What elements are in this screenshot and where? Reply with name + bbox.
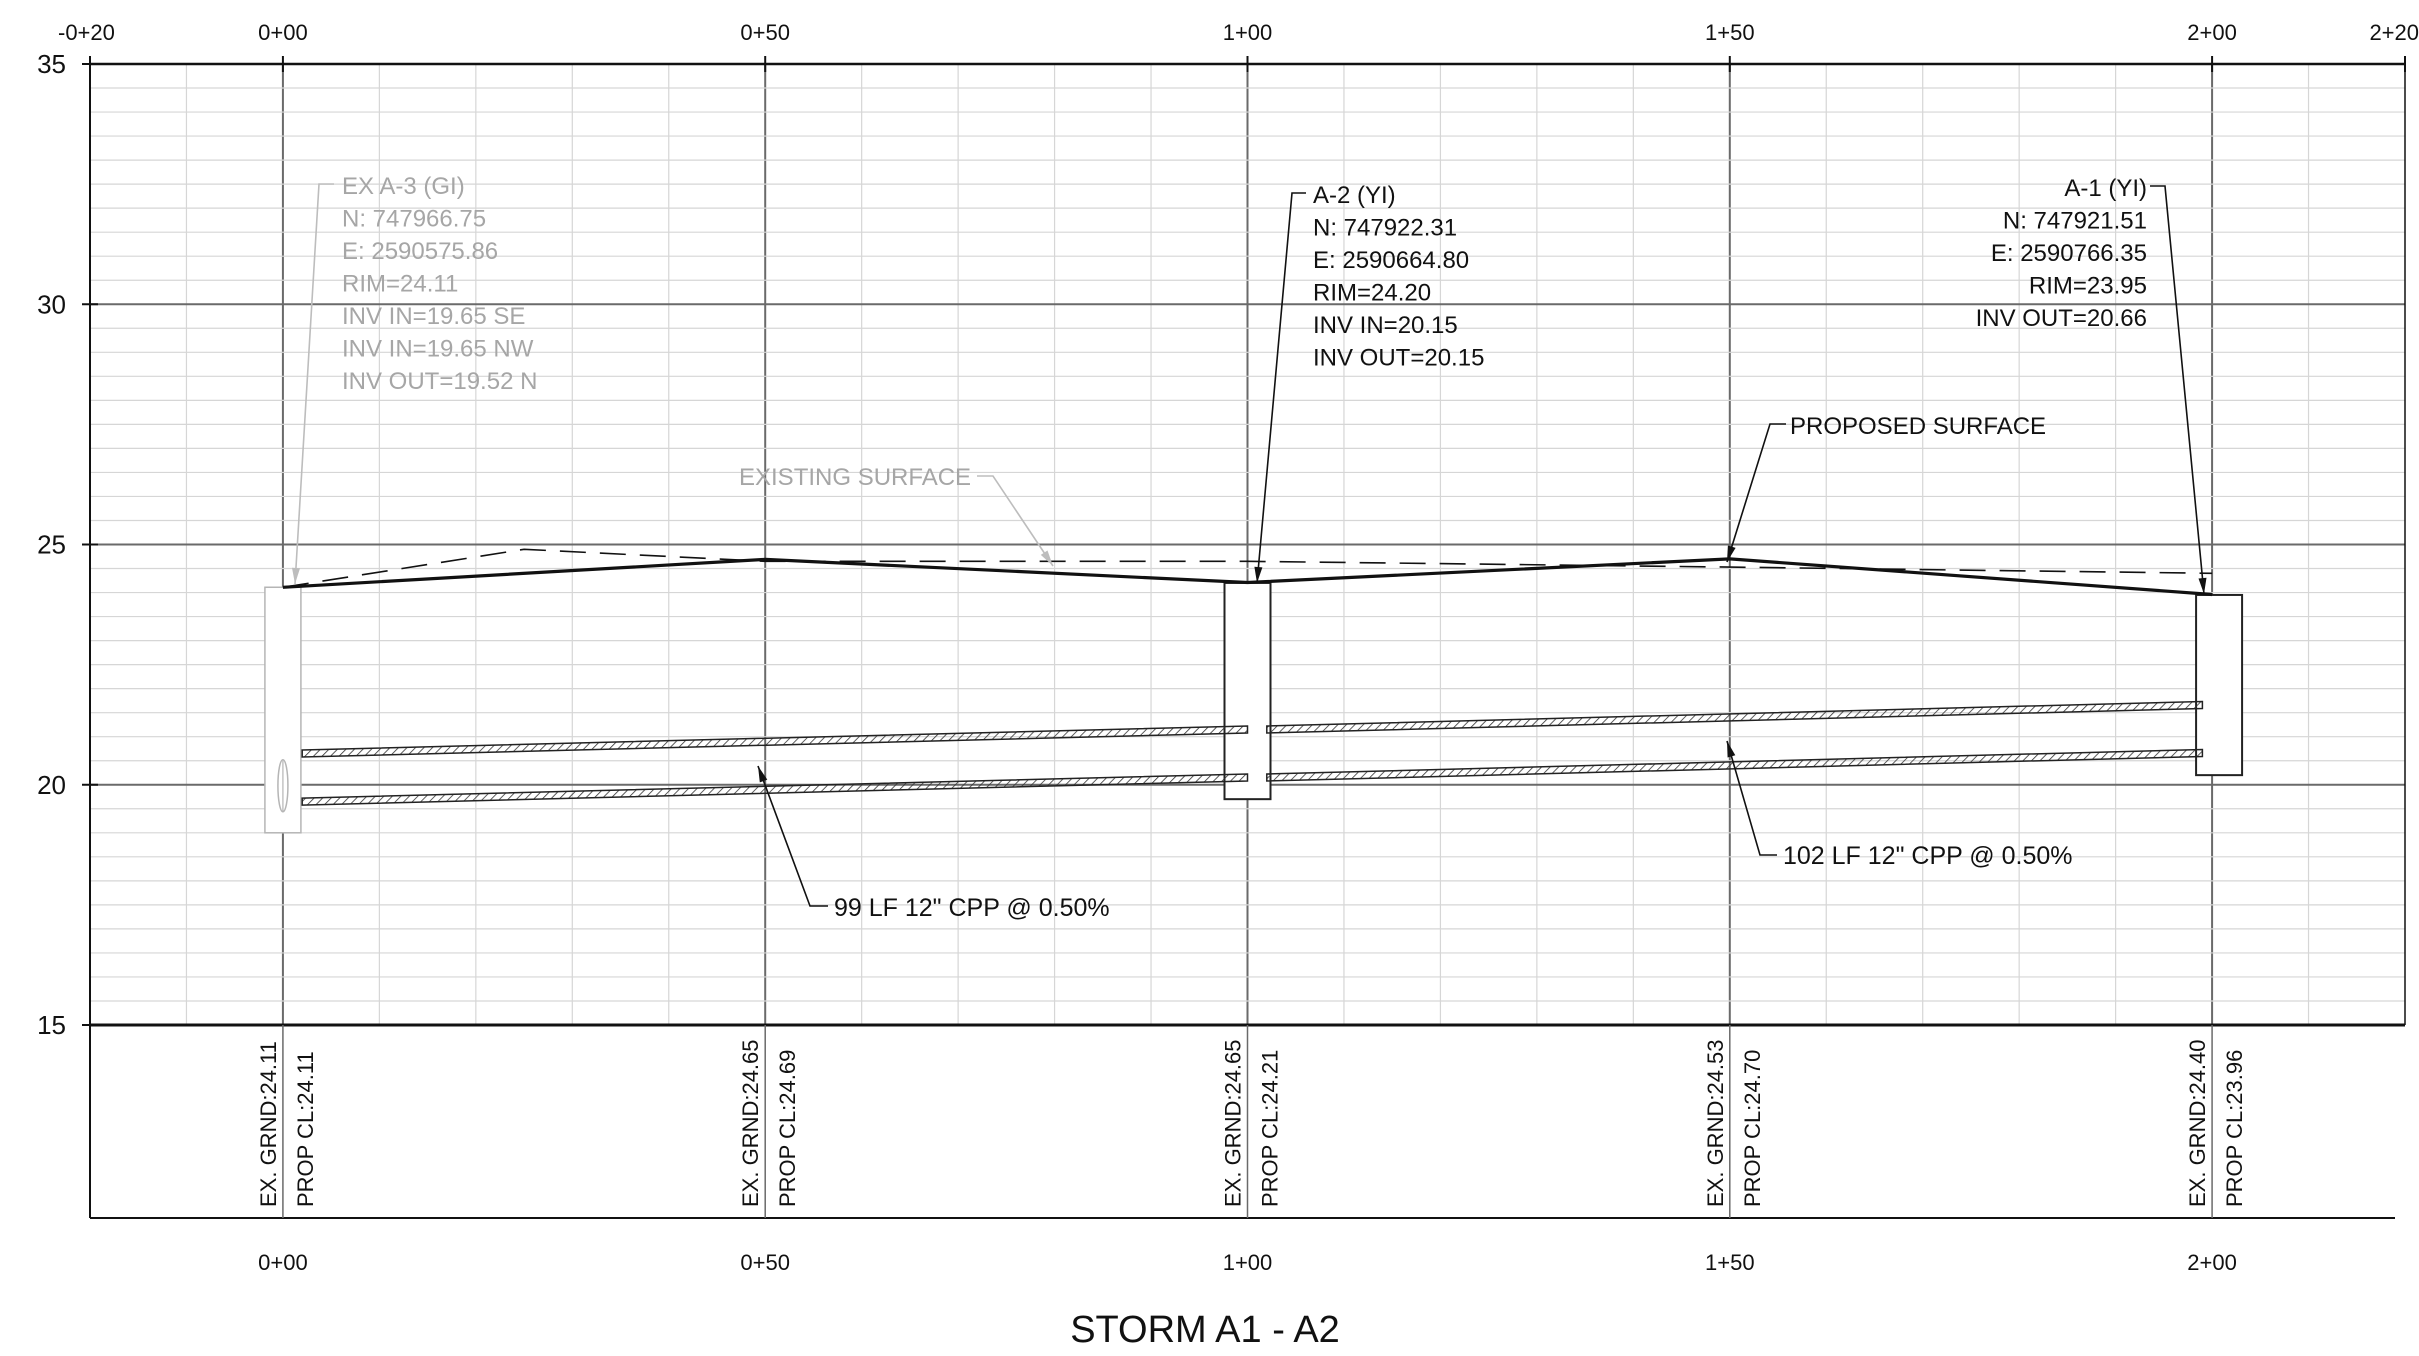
station-label-top: -0+20 xyxy=(58,20,115,45)
leader-arrowhead xyxy=(1727,741,1736,758)
ex-grnd-label: EX. GRND:24.65 xyxy=(738,1039,763,1207)
leader-arrowhead xyxy=(2198,577,2207,594)
pipe-crown-wall xyxy=(301,725,1249,758)
elevation-label: 30 xyxy=(37,289,66,319)
prop-cl-label: PROP CL:24.11 xyxy=(293,1051,318,1207)
axis-ticks: -0+20 0+00 0+50 1+00 1+50 2+00 2+20 0+00 0+50 1+0… xyxy=(37,20,2419,1275)
station-label-top: 2+00 xyxy=(2187,20,2237,45)
leader-line xyxy=(2150,185,2205,595)
existing-surface-line xyxy=(282,548,2213,589)
structure-callout-text: RIM=24.20 xyxy=(1313,280,1431,307)
structure-callout-text: N: 747966.75 xyxy=(342,206,486,233)
structure-callout-text: E: 2590664.80 xyxy=(1313,247,1469,274)
leader-arrowhead xyxy=(292,567,300,584)
leader-arrowhead xyxy=(1040,550,1053,566)
structure-callout-text: INV OUT=20.15 xyxy=(1313,345,1484,372)
elevation-label: 20 xyxy=(37,770,66,800)
station-label-bottom: 1+00 xyxy=(1223,1250,1273,1275)
station-label-top: 0+00 xyxy=(258,20,308,45)
leader-arrowhead xyxy=(1254,566,1263,583)
ex-grnd-label: EX. GRND:24.40 xyxy=(2185,1039,2210,1207)
station-label-top: 2+20 xyxy=(2369,20,2419,45)
existing-surface-label: EXISTING SURFACE xyxy=(739,464,971,491)
leader-line xyxy=(1726,423,1786,563)
leader-arrowhead xyxy=(758,766,768,783)
structure-callout-text: N: 747921.51 xyxy=(2003,208,2147,235)
structure-callout-text: EX A-3 (GI) xyxy=(342,173,465,200)
leader-line xyxy=(1256,192,1306,584)
station-label-bottom: 2+00 xyxy=(2187,1250,2237,1275)
prop-cl-label: PROP CL:24.70 xyxy=(1740,1050,1765,1207)
structures xyxy=(264,581,2244,834)
structure-callout-text: INV IN=20.15 xyxy=(1313,312,1458,339)
profile-grid xyxy=(90,64,2405,1025)
ex-grnd-label: EX. GRND:24.53 xyxy=(1703,1039,1728,1207)
leader-line xyxy=(757,765,828,907)
elevation-label: 25 xyxy=(37,530,66,560)
profile-title: STORM A1 - A2 xyxy=(1070,1309,1340,1351)
structure-box xyxy=(2195,593,2244,777)
leader-arrowhead xyxy=(1727,545,1736,562)
prop-cl-label: PROP CL:24.21 xyxy=(1258,1050,1283,1207)
callouts: EX A-3 (GI) N: 747966.75 E: 2590575.86 RIM=… xyxy=(292,173,2207,922)
structure-callout-text: INV IN=19.65 NW xyxy=(342,336,534,363)
structure-box xyxy=(1223,581,1272,801)
structure-callout-text: A-2 (YI) xyxy=(1313,182,1396,209)
leader-line xyxy=(1726,740,1777,856)
leader-line xyxy=(977,475,1054,567)
pipe-invert-wall xyxy=(301,773,1249,806)
prop-cl-label: PROP CL:24.69 xyxy=(775,1050,800,1207)
station-label-top: 1+50 xyxy=(1705,20,1755,45)
proposed-surface-line xyxy=(282,557,2213,597)
structure-callout-text: E: 2590575.86 xyxy=(342,238,498,265)
pipe-crown-wall xyxy=(1266,700,2204,734)
surfaces xyxy=(282,548,2213,597)
structure-callout-text: RIM=24.11 xyxy=(342,271,458,298)
station-label-bottom: 1+50 xyxy=(1705,1250,1755,1275)
elevation-label: 15 xyxy=(37,1010,66,1040)
station-label-bottom: 0+50 xyxy=(740,1250,790,1275)
structure-callout-text: N: 747922.31 xyxy=(1313,215,1457,242)
pipe-label: 99 LF 12" CPP @ 0.50% xyxy=(834,894,1110,922)
proposed-surface-label: PROPOSED SURFACE xyxy=(1790,413,2046,440)
structure-callout-text: E: 2590766.35 xyxy=(1991,240,2147,267)
prop-cl-label: PROP CL:23.96 xyxy=(2222,1050,2247,1207)
elevation-label: 35 xyxy=(37,49,66,79)
structure-callout-text: INV OUT=20.66 xyxy=(1976,305,2147,332)
structure-callout-text: INV OUT=19.52 N xyxy=(342,368,537,395)
pipe-label: 102 LF 12" CPP @ 0.50% xyxy=(1783,842,2073,870)
structure-callout-text: RIM=23.95 xyxy=(2029,273,2147,300)
station-label-top: 1+00 xyxy=(1223,20,1273,45)
structure-callout-text: A-1 (YI) xyxy=(2064,175,2147,202)
station-label-bottom: 0+00 xyxy=(258,1250,308,1275)
ex-grnd-label: EX. GRND:24.65 xyxy=(1221,1039,1246,1207)
structure-callout-text: INV IN=19.65 SE xyxy=(342,303,525,330)
station-label-top: 0+50 xyxy=(740,20,790,45)
station-data: EX. GRND:24.11 PROP CL:24.11 EX. GRND:24.6… xyxy=(256,1039,2247,1207)
existing-pipe-ellipse xyxy=(277,758,289,813)
leader-line xyxy=(294,183,334,585)
ex-grnd-label: EX. GRND:24.11 xyxy=(256,1041,281,1207)
